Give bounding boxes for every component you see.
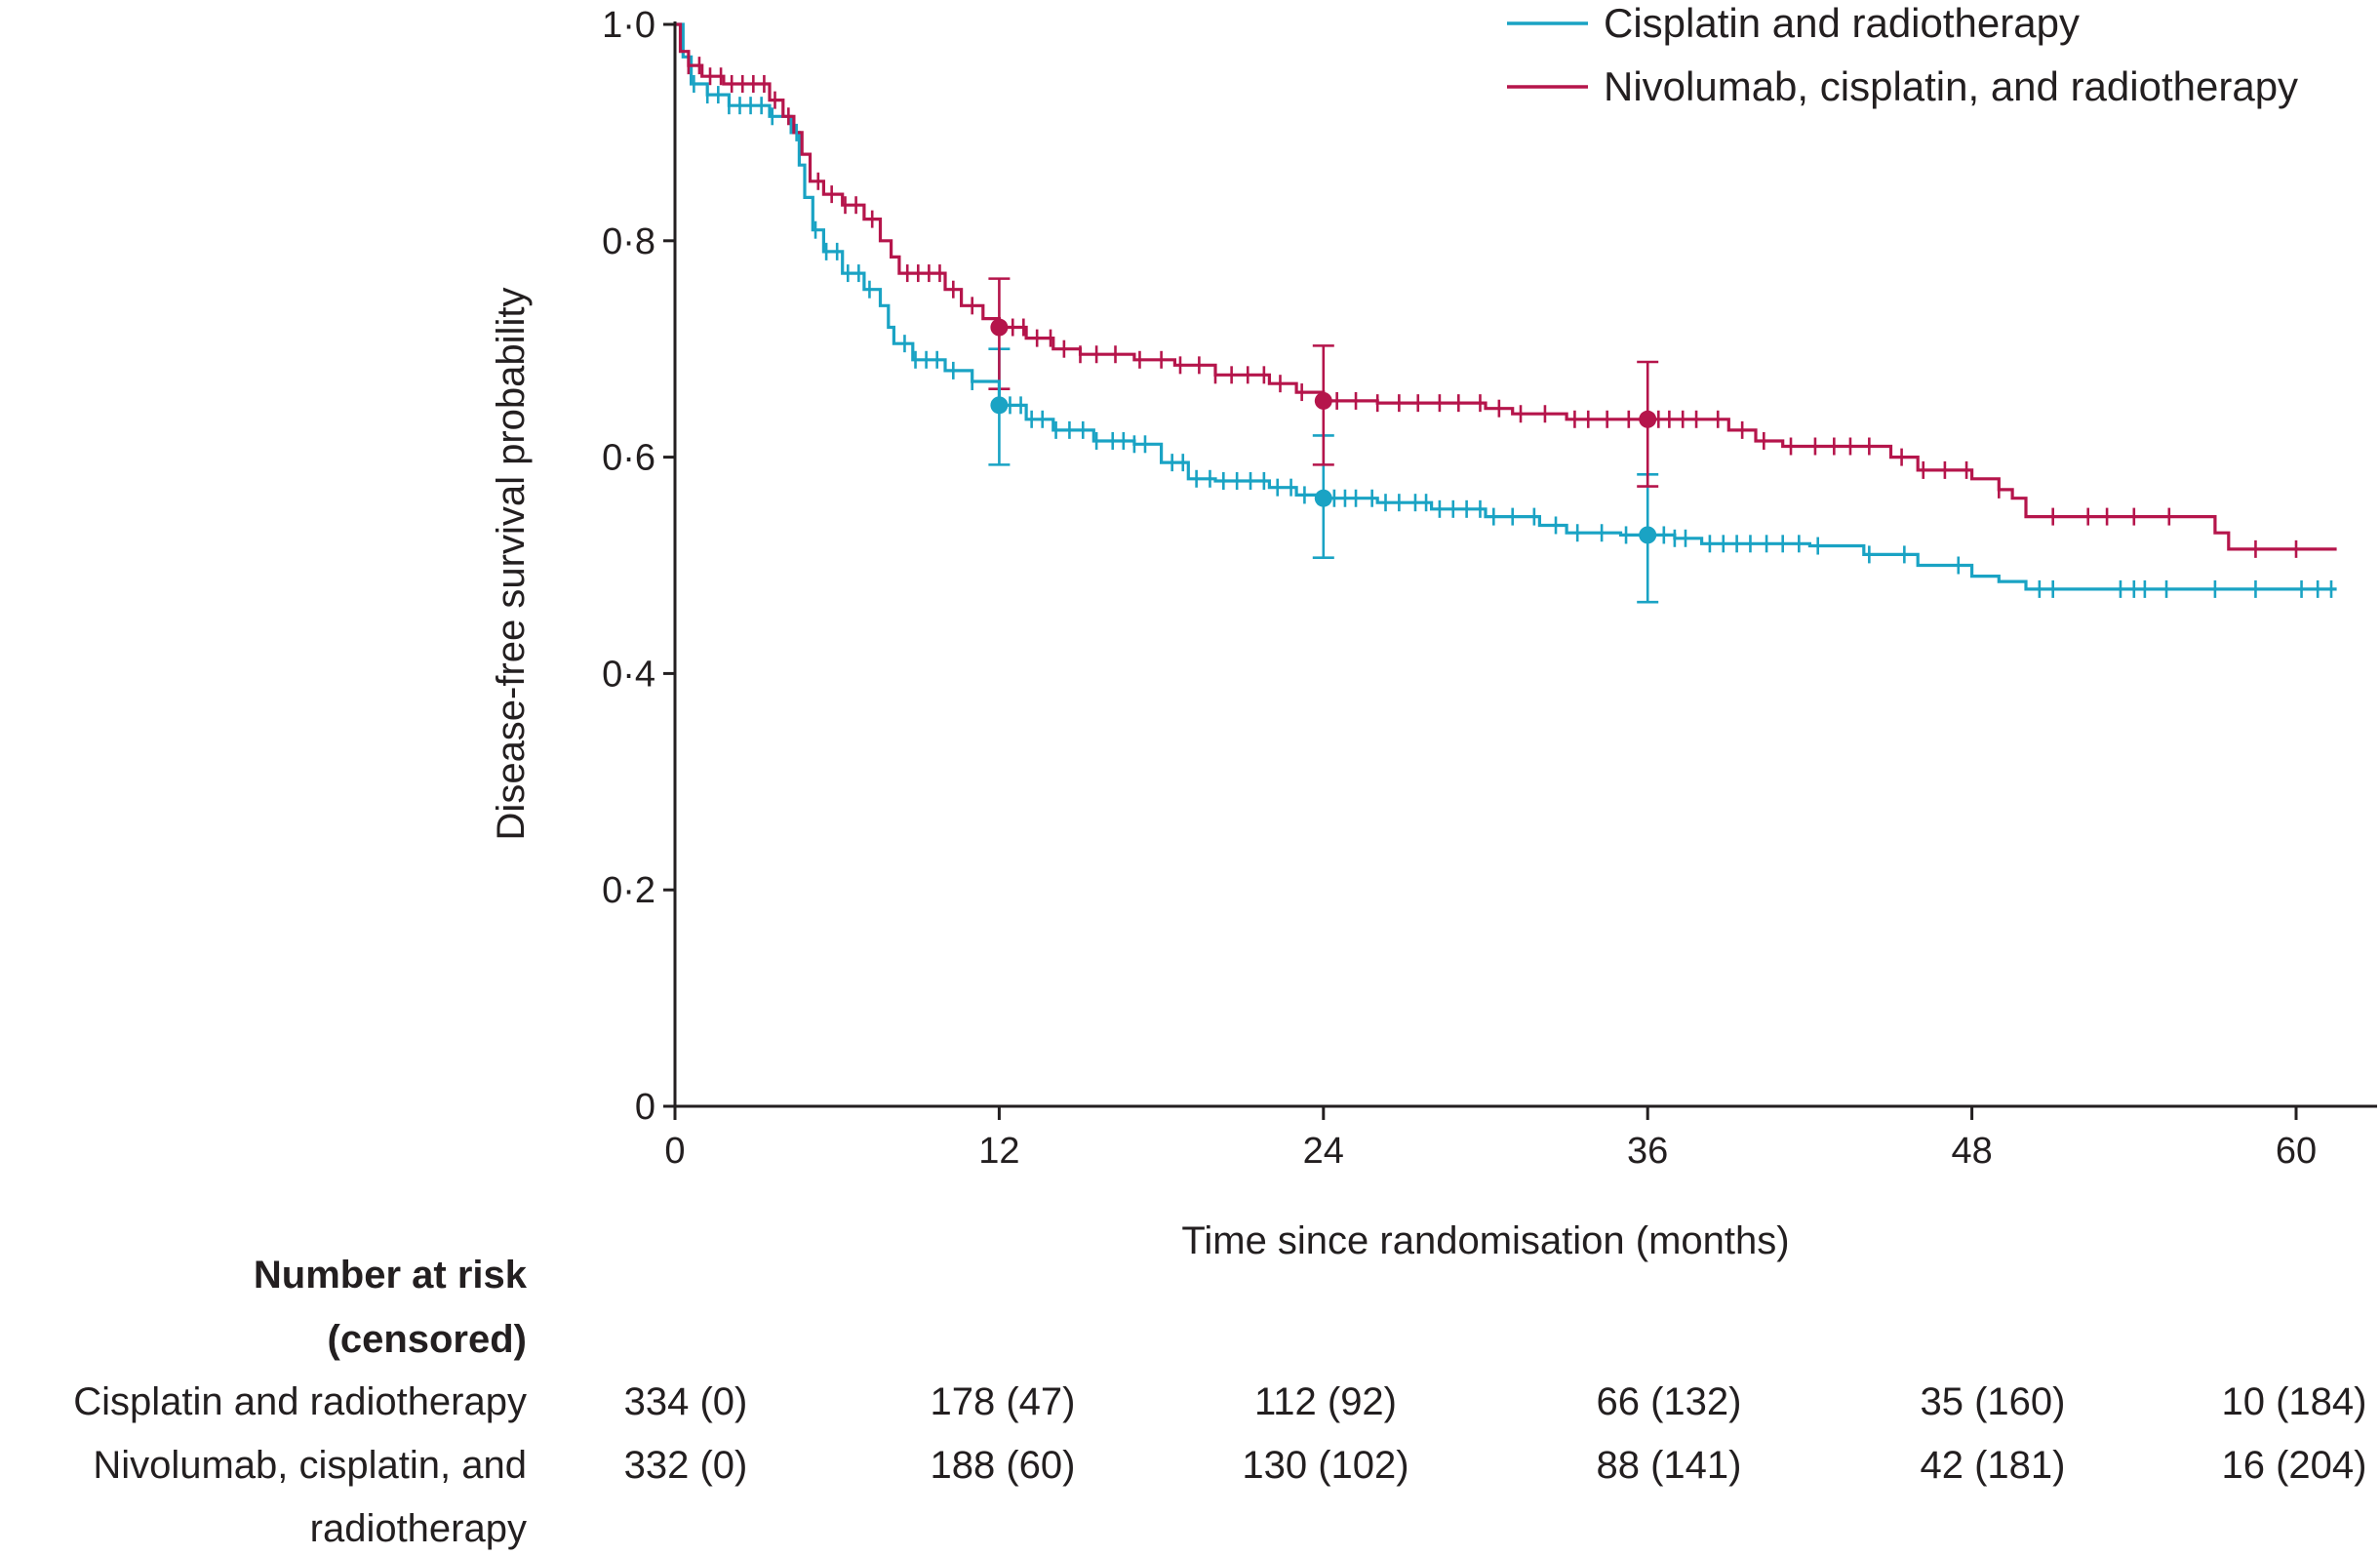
risk-value-r0-c1: 178 (47) bbox=[931, 1380, 1076, 1423]
landmark-point-cisplatin-2 bbox=[1639, 526, 1657, 544]
y-ticks: 0 0·2 0·4 0·6 0·8 1·0 bbox=[602, 5, 675, 1128]
risk-table: Number at risk (censored) Cisplatin and … bbox=[73, 1254, 2366, 1550]
x-tick-label-2: 24 bbox=[1303, 1131, 1344, 1172]
risk-row-label-cisplatin: Cisplatin and radiotherapy bbox=[73, 1380, 527, 1423]
risk-row-label-nivolumab: Nivolumab, cisplatin, and bbox=[93, 1444, 527, 1487]
risk-value-r1-c5: 16 (204) bbox=[2222, 1444, 2367, 1487]
x-tick-label-5: 60 bbox=[2276, 1131, 2317, 1172]
y-tick-label-2: 0·4 bbox=[602, 654, 655, 695]
censor-marks bbox=[687, 57, 2333, 598]
legend: Cisplatin and radiotherapy Nivolumab, ci… bbox=[1507, 0, 2298, 109]
risk-value-r0-c4: 35 (160) bbox=[1921, 1380, 2066, 1423]
risk-table-subheading: (censored) bbox=[328, 1318, 528, 1361]
x-tick-label-1: 12 bbox=[978, 1131, 1019, 1172]
landmark-point-nivolumab-1 bbox=[1314, 391, 1332, 410]
risk-values: 334 (0) 178 (47) 112 (92) 66 (132) 35 (160) 1… bbox=[624, 1380, 2367, 1487]
x-tick-label-4: 48 bbox=[1951, 1131, 1992, 1172]
y-axis-title: Disease-free survival probability bbox=[490, 288, 533, 841]
x-tick-label-0: 0 bbox=[664, 1131, 685, 1172]
risk-value-r0-c3: 66 (132) bbox=[1597, 1380, 1742, 1423]
risk-value-r0-c5: 10 (184) bbox=[2222, 1380, 2367, 1423]
y-tick-label-5: 1·0 bbox=[602, 5, 655, 46]
risk-value-r0-c2: 112 (92) bbox=[1254, 1380, 1397, 1423]
legend-label-nivolumab: Nivolumab, cisplatin, and radiotherapy bbox=[1604, 63, 2298, 109]
landmark-point-nivolumab-0 bbox=[990, 318, 1009, 337]
x-ticks: 0 12 24 36 48 60 bbox=[664, 1106, 2317, 1172]
risk-table-heading: Number at risk bbox=[254, 1254, 528, 1297]
y-tick-label-3: 0·6 bbox=[602, 438, 655, 479]
landmark-point-cisplatin-1 bbox=[1314, 489, 1332, 507]
landmark-markers bbox=[990, 318, 1657, 544]
x-axis-title: Time since randomisation (months) bbox=[1181, 1219, 1789, 1262]
confidence-intervals bbox=[988, 277, 1659, 604]
risk-value-r1-c4: 42 (181) bbox=[1921, 1444, 2066, 1487]
landmark-point-cisplatin-0 bbox=[990, 396, 1009, 415]
axes bbox=[673, 21, 2377, 1108]
risk-value-r1-c3: 88 (141) bbox=[1597, 1444, 1742, 1487]
risk-value-r1-c0: 332 (0) bbox=[624, 1444, 748, 1487]
risk-row-label-nivolumab-cont: radiotherapy bbox=[310, 1507, 527, 1550]
risk-value-r1-c2: 130 (102) bbox=[1242, 1444, 1408, 1487]
y-tick-label-0: 0 bbox=[635, 1087, 655, 1128]
y-tick-label-4: 0·8 bbox=[602, 221, 655, 262]
risk-value-r1-c1: 188 (60) bbox=[931, 1444, 1076, 1487]
x-tick-label-3: 36 bbox=[1627, 1131, 1668, 1172]
y-tick-label-1: 0·2 bbox=[602, 870, 655, 911]
series-line-cisplatin bbox=[675, 22, 2337, 591]
risk-value-r0-c0: 334 (0) bbox=[624, 1380, 748, 1423]
legend-label-cisplatin: Cisplatin and radiotherapy bbox=[1604, 0, 2080, 46]
landmark-point-nivolumab-2 bbox=[1639, 410, 1657, 428]
